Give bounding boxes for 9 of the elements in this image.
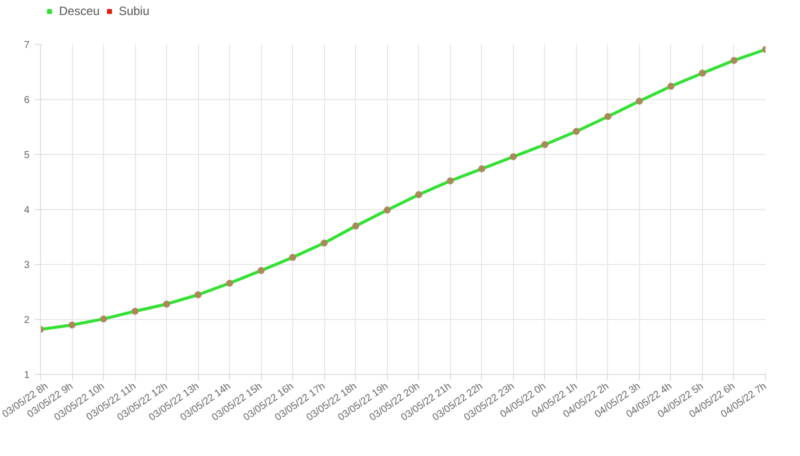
y-tick-label: 6 [24,95,30,106]
y-tick-label: 1 [24,370,30,381]
legend-label: Desceu [59,4,100,18]
y-tick-label: 7 [24,40,30,51]
y-tick-label: 5 [24,150,30,161]
y-tick-label: 4 [24,205,30,216]
y-tick-label: 2 [24,315,30,326]
y-tick-label: 3 [24,260,30,271]
legend-label: Subiu [118,4,150,18]
